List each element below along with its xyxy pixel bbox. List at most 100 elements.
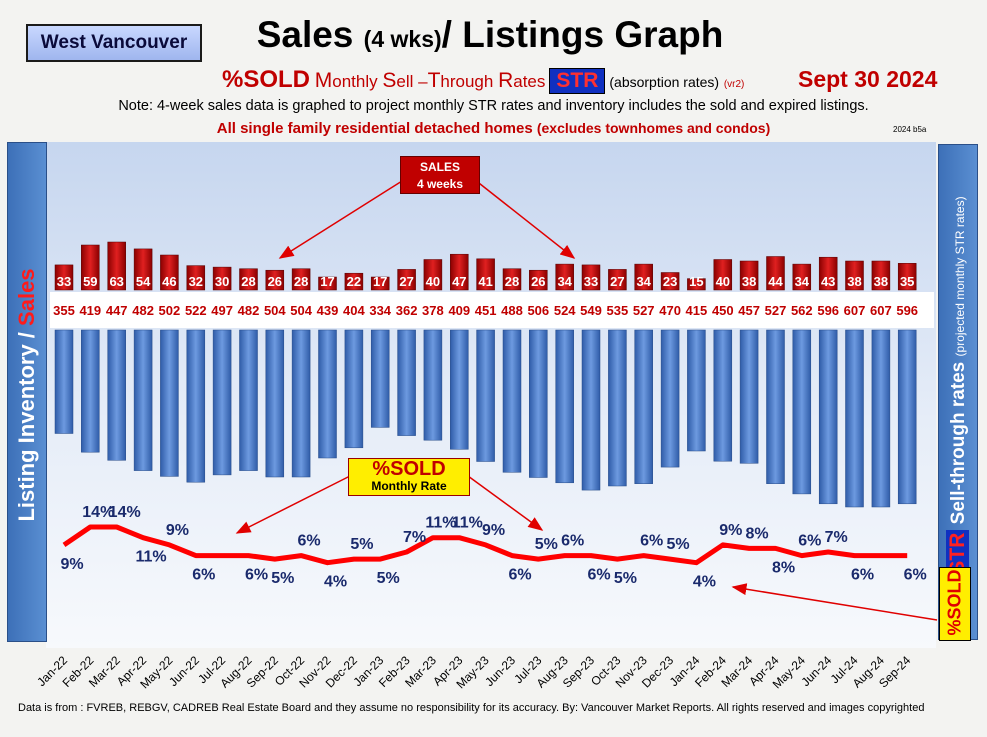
sales-value-label: 46 bbox=[162, 274, 176, 289]
sales-callout-line1: SALES bbox=[419, 160, 460, 174]
str-badge: STR bbox=[549, 68, 606, 94]
sold-rate-label: 6% bbox=[640, 533, 663, 550]
inventory-value-label: 506 bbox=[527, 303, 549, 318]
sold-rate-label: 8% bbox=[746, 525, 769, 542]
sales-bar bbox=[713, 259, 733, 291]
scope-sub: (excludes townhomes and condos) bbox=[536, 120, 771, 136]
inventory-bar bbox=[81, 329, 100, 453]
sales-bar bbox=[291, 268, 311, 291]
inventory-value-label: 362 bbox=[396, 303, 418, 318]
x-tick-label: Jun-24 bbox=[798, 653, 834, 689]
inventory-bar bbox=[845, 329, 864, 508]
sales-value-label: 44 bbox=[768, 274, 783, 289]
sold-rate-label: 11% bbox=[452, 515, 483, 532]
left-axis-panel bbox=[7, 142, 47, 642]
inventory-bar bbox=[555, 329, 574, 484]
inventory-bar bbox=[133, 329, 153, 471]
sold-arrow-side bbox=[731, 583, 938, 621]
sold-callout-line1: %SOLD bbox=[372, 458, 446, 480]
sold-rate-label: 6% bbox=[587, 567, 610, 584]
x-tick-label: Jun-22 bbox=[166, 653, 202, 689]
absorption-text: (absorption rates) bbox=[609, 74, 720, 90]
inventory-value-label: 502 bbox=[159, 303, 181, 318]
inventory-value-label: 522 bbox=[185, 303, 207, 318]
subtitle: %SOLD Monthly Sell –Through Rates STR (abs… bbox=[222, 66, 744, 94]
sales-value-label: 54 bbox=[136, 274, 151, 289]
subtitle-ates: ates bbox=[513, 72, 546, 91]
sales-value-label: 23 bbox=[663, 274, 677, 289]
sales-bar bbox=[581, 264, 601, 291]
sold-arrow-right bbox=[467, 475, 544, 531]
sold-rate-label: 9% bbox=[166, 522, 189, 539]
sales-bar bbox=[81, 244, 100, 291]
region-label: West Vancouver bbox=[26, 24, 202, 62]
inventory-bar bbox=[502, 329, 522, 473]
sold-rate-label: 6% bbox=[851, 567, 874, 584]
sold-rate-label: 8% bbox=[772, 559, 795, 576]
sales-value-label: 43 bbox=[821, 274, 835, 289]
inventory-value-label: 596 bbox=[817, 303, 839, 318]
subtitle-onthly: onthly bbox=[332, 72, 378, 91]
sold-rate-label: 14% bbox=[109, 504, 141, 521]
sales-value-label: 33 bbox=[584, 274, 598, 289]
sales-bar bbox=[634, 263, 653, 291]
inventory-value-label: 562 bbox=[791, 303, 813, 318]
sales-value-label: 17 bbox=[373, 274, 387, 289]
sold-rate-label: 7% bbox=[403, 529, 426, 546]
inventory-bar bbox=[160, 329, 179, 477]
sales-bar bbox=[739, 260, 759, 291]
inventory-value-label: 439 bbox=[317, 303, 339, 318]
sales-value-label: 63 bbox=[109, 274, 123, 289]
version-code: 2024 b5a bbox=[893, 125, 927, 134]
x-tick-label: Jun-23 bbox=[482, 653, 518, 689]
inventory-bar bbox=[739, 329, 759, 464]
sales-bar bbox=[660, 272, 680, 291]
sold-rate-label: 11% bbox=[425, 515, 456, 532]
sales-bar bbox=[818, 256, 838, 291]
sold-rate-label: 9% bbox=[60, 556, 83, 573]
sales-value-label: 28 bbox=[505, 274, 519, 289]
sales-bar bbox=[871, 260, 891, 291]
inventory-value-label: 527 bbox=[765, 303, 787, 318]
inventory-bar bbox=[450, 329, 469, 450]
sales-value-label: 47 bbox=[452, 274, 466, 289]
inventory-value-label: 535 bbox=[607, 303, 629, 318]
inventory-bar bbox=[687, 329, 706, 452]
footer-text: Data is from : FVREB, REBGV, CADREB Real… bbox=[18, 702, 925, 714]
inventory-value-label: 504 bbox=[264, 303, 286, 318]
sales-bar bbox=[370, 276, 390, 291]
sales-bar bbox=[160, 254, 179, 291]
sold-rate-label: 7% bbox=[825, 529, 848, 546]
inventory-bar bbox=[581, 329, 601, 491]
sales-value-label: 26 bbox=[531, 274, 545, 289]
scope-text: All single family residential detached h… bbox=[0, 120, 987, 137]
sales-bar bbox=[186, 265, 206, 291]
inventory-value-label: 447 bbox=[106, 303, 128, 318]
subtitle-hrough: hrough bbox=[440, 72, 494, 91]
sales-bar bbox=[107, 241, 126, 291]
inventory-value-label: 419 bbox=[79, 303, 101, 318]
sales-value-label: 17 bbox=[320, 274, 334, 289]
sold-rate-label: 6% bbox=[904, 567, 927, 584]
sold-rate-label: 5% bbox=[350, 536, 373, 553]
inventory-value-label: 488 bbox=[501, 303, 523, 318]
sales-arrow-right bbox=[469, 175, 576, 259]
inventory-bar bbox=[766, 329, 785, 484]
report-date: Sept 30 2024 bbox=[798, 66, 938, 92]
sales-bar bbox=[54, 264, 74, 291]
inventory-bar bbox=[818, 329, 838, 505]
sales-value-label: 40 bbox=[716, 274, 730, 289]
sales-value-label: 59 bbox=[83, 274, 97, 289]
inventory-value-label: 607 bbox=[870, 303, 892, 318]
page-title: Sales (4 wks)/ Listings Graph bbox=[220, 14, 760, 56]
sold-rate-label: 4% bbox=[324, 574, 347, 591]
inventory-value-label: 524 bbox=[554, 303, 576, 318]
sales-value-label: 41 bbox=[478, 274, 492, 289]
inventory-value-label: 457 bbox=[738, 303, 760, 318]
inventory-value-label: 607 bbox=[844, 303, 866, 318]
sales-value-label: 32 bbox=[189, 274, 203, 289]
sales-value-label: 22 bbox=[347, 274, 361, 289]
sold-rate-label: 6% bbox=[298, 533, 321, 550]
sales-bar bbox=[265, 269, 285, 291]
